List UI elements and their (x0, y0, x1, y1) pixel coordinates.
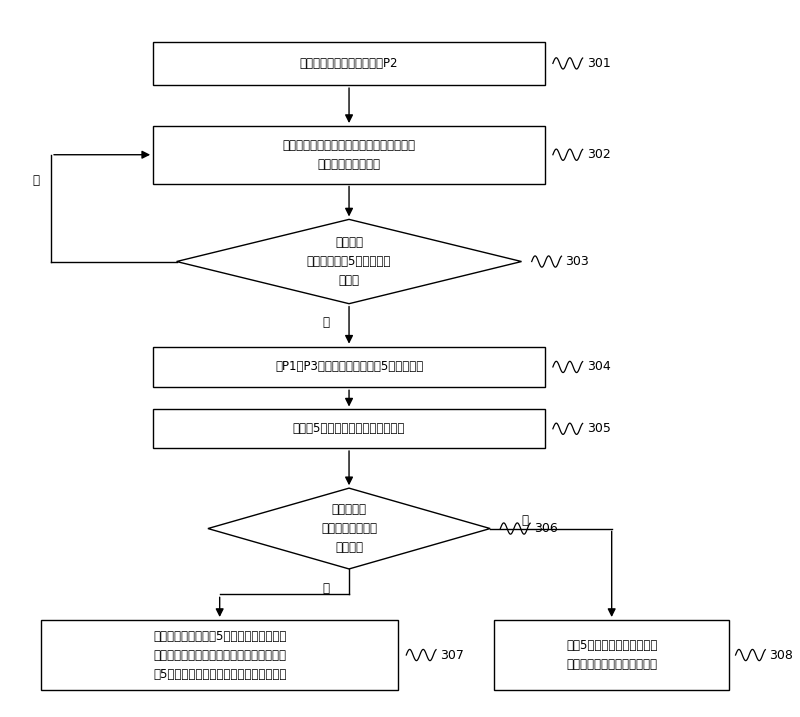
Text: 存储设备中
是否已存储该第一
指纹信息: 存储设备中 是否已存储该第一 指纹信息 (321, 503, 377, 554)
Bar (494, 620, 730, 690)
Text: 将第5个分块数据和对应的第
一指纹信息存储到存储设备中: 将第5个分块数据和对应的第 一指纹信息存储到存储设备中 (566, 639, 658, 671)
Polygon shape (208, 488, 490, 569)
Bar (153, 42, 545, 85)
Text: 滑动窗口的起始位置跳跃到P2: 滑动窗口的起始位置跳跃到P2 (300, 57, 398, 70)
Polygon shape (177, 219, 522, 304)
Bar (42, 620, 398, 690)
Text: 302: 302 (586, 148, 610, 161)
Text: 303: 303 (566, 255, 589, 268)
Bar (153, 409, 545, 448)
Text: 滑动该滑动窗口，并计算滑动窗口内的数据
对象的第二指纹信息: 滑动该滑动窗口，并计算滑动窗口内的数据 对象的第二指纹信息 (282, 138, 415, 171)
Text: 是: 是 (322, 316, 329, 329)
Text: 301: 301 (586, 57, 610, 70)
Text: 304: 304 (586, 361, 610, 374)
Text: 滑动窗口
是否滑动到第5个分块数据
的边缘: 滑动窗口 是否滑动到第5个分块数据 的边缘 (307, 236, 391, 287)
Text: 从数据对象中删除第5个分块数据，并将与
该第一指纹信息对应的已存储分块数据作为
第5个分块数据，进行下一次分块处理过程: 从数据对象中删除第5个分块数据，并将与 该第一指纹信息对应的已存储分块数据作为 … (153, 630, 286, 680)
Text: 计算第5个分块数据的第一指纹信息: 计算第5个分块数据的第一指纹信息 (293, 422, 406, 435)
Bar (153, 126, 545, 184)
Text: 305: 305 (586, 422, 610, 435)
Text: 将P1到P3间的数据对象作为第5个分块数据: 将P1到P3间的数据对象作为第5个分块数据 (275, 361, 423, 374)
Text: 306: 306 (534, 522, 558, 535)
Text: 是: 是 (322, 581, 329, 594)
Text: 308: 308 (770, 648, 793, 662)
Text: 否: 否 (32, 174, 39, 186)
Text: 307: 307 (440, 648, 464, 662)
Text: 否: 否 (522, 513, 529, 526)
Bar (153, 346, 545, 387)
